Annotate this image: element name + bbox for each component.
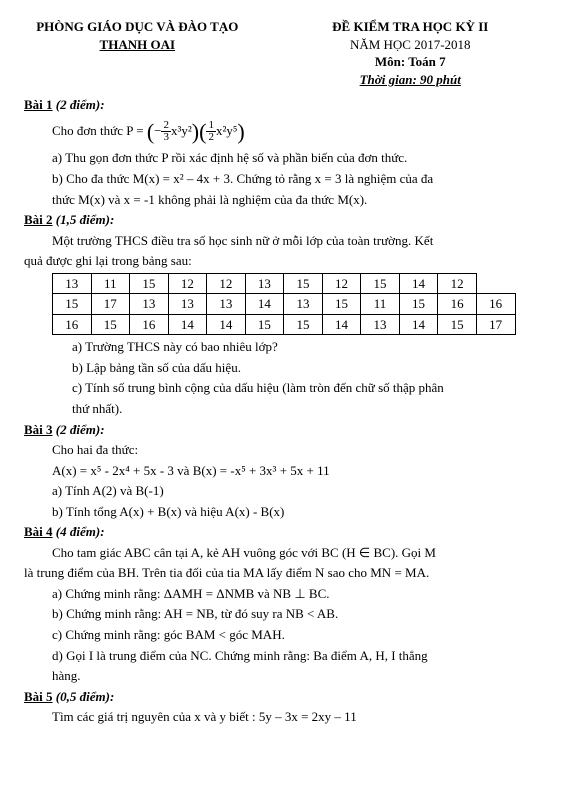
bai1-b-line1: b) Cho đa thức M(x) = x² – 4x + 3. Chứng…: [52, 170, 539, 188]
bai1-b-line2: thức M(x) và x = -1 không phải là nghiệm…: [52, 191, 539, 209]
bai4-qa: a) Chứng minh rằng: ΔAMH = ΔNMB và NB ⊥ …: [52, 585, 539, 603]
bai3-title: Bài 3: [24, 422, 53, 437]
bai1-a: a) Thu gọn đơn thức P rồi xác định hệ số…: [52, 149, 539, 167]
bai3-qb: b) Tính tổng A(x) + B(x) và hiệu A(x) - …: [52, 503, 539, 521]
department: PHÒNG GIÁO DỤC VÀ ĐÀO TẠO: [24, 18, 251, 36]
district: THANH OAI: [24, 36, 251, 54]
bai5-title: Bài 5: [24, 689, 53, 704]
bai1-formula: Cho đơn thức P = (−23x³y²)(12x²y⁵): [52, 117, 539, 147]
bai5-q: Tìm các giá trị nguyên của x và y biết :…: [52, 708, 539, 726]
header-right: ĐỀ KIỂM TRA HỌC KỲ II NĂM HỌC 2017-2018 …: [282, 18, 540, 88]
data-table: 1311151212131512151412 15171313131413151…: [52, 273, 516, 336]
bai2-heading: Bài 2 (1,5 điểm):: [24, 211, 539, 229]
bai4-heading: Bài 4 (4 điểm):: [24, 523, 539, 541]
bai2-qc1: c) Tính số trung bình cộng của dấu hiệu …: [72, 379, 539, 397]
bai3-heading: Bài 3 (2 điểm):: [24, 421, 539, 439]
bai2-qa: a) Trường THCS này có bao nhiêu lớp?: [72, 338, 539, 356]
bai2-title: Bài 2: [24, 212, 53, 227]
bai4-l2: là trung điểm của BH. Trên tia đối của t…: [24, 564, 539, 582]
exam-time: Thời gian: 90 phút: [282, 71, 540, 89]
bai1-points: (2 điểm):: [56, 97, 105, 112]
exam-header: PHÒNG GIÁO DỤC VÀ ĐÀO TẠO THANH OAI ĐỀ K…: [24, 18, 539, 88]
bai2-qc2: thứ nhất).: [72, 400, 539, 418]
exam-title: ĐỀ KIỂM TRA HỌC KỲ II: [282, 18, 540, 36]
bai4-l1: Cho tam giác ABC cân tại A, kẻ AH vuông …: [52, 544, 539, 562]
bai3-l2: A(x) = x⁵ - 2x⁴ + 5x - 3 và B(x) = -x⁵ +…: [52, 462, 539, 480]
bai4-qb: b) Chứng minh rằng: AH = NB, từ đó suy r…: [52, 605, 539, 623]
table-row: 1311151212131512151412: [53, 273, 516, 294]
bai4-qc: c) Chứng minh rằng: góc BAM < góc MAH.: [52, 626, 539, 644]
bai4-qd2: hàng.: [52, 667, 539, 685]
bai1-intro: Cho đơn thức P =: [52, 123, 144, 138]
exam-subject: Môn: Toán 7: [282, 53, 540, 71]
bai3-l1: Cho hai đa thức:: [52, 441, 539, 459]
bai1-heading: Bài 1 (2 điểm):: [24, 96, 539, 114]
bai2-intro1: Một trường THCS điều tra số học sinh nữ …: [52, 232, 539, 250]
table-row: 161516141415151413141517: [53, 314, 516, 335]
exam-year: NĂM HỌC 2017-2018: [282, 36, 540, 54]
bai1-title: Bài 1: [24, 97, 53, 112]
bai4-qd1: d) Gọi I là trung điểm của NC. Chứng min…: [52, 647, 539, 665]
bai4-title: Bài 4: [24, 524, 53, 539]
bai2-qb: b) Lập bảng tần số của dấu hiệu.: [72, 359, 539, 377]
bai3-qa: a) Tính A(2) và B(-1): [52, 482, 539, 500]
bai5-heading: Bài 5 (0,5 điểm):: [24, 688, 539, 706]
bai2-points: (1,5 điểm):: [56, 212, 114, 227]
table-row: 151713131314131511151616: [53, 294, 516, 315]
bai2-intro2: quả được ghi lại trong bảng sau:: [24, 252, 539, 270]
bai3-points: (2 điểm):: [56, 422, 105, 437]
bai5-points: (0,5 điểm):: [56, 689, 114, 704]
bai4-points: (4 điểm):: [56, 524, 105, 539]
header-left: PHÒNG GIÁO DỤC VÀ ĐÀO TẠO THANH OAI: [24, 18, 251, 88]
